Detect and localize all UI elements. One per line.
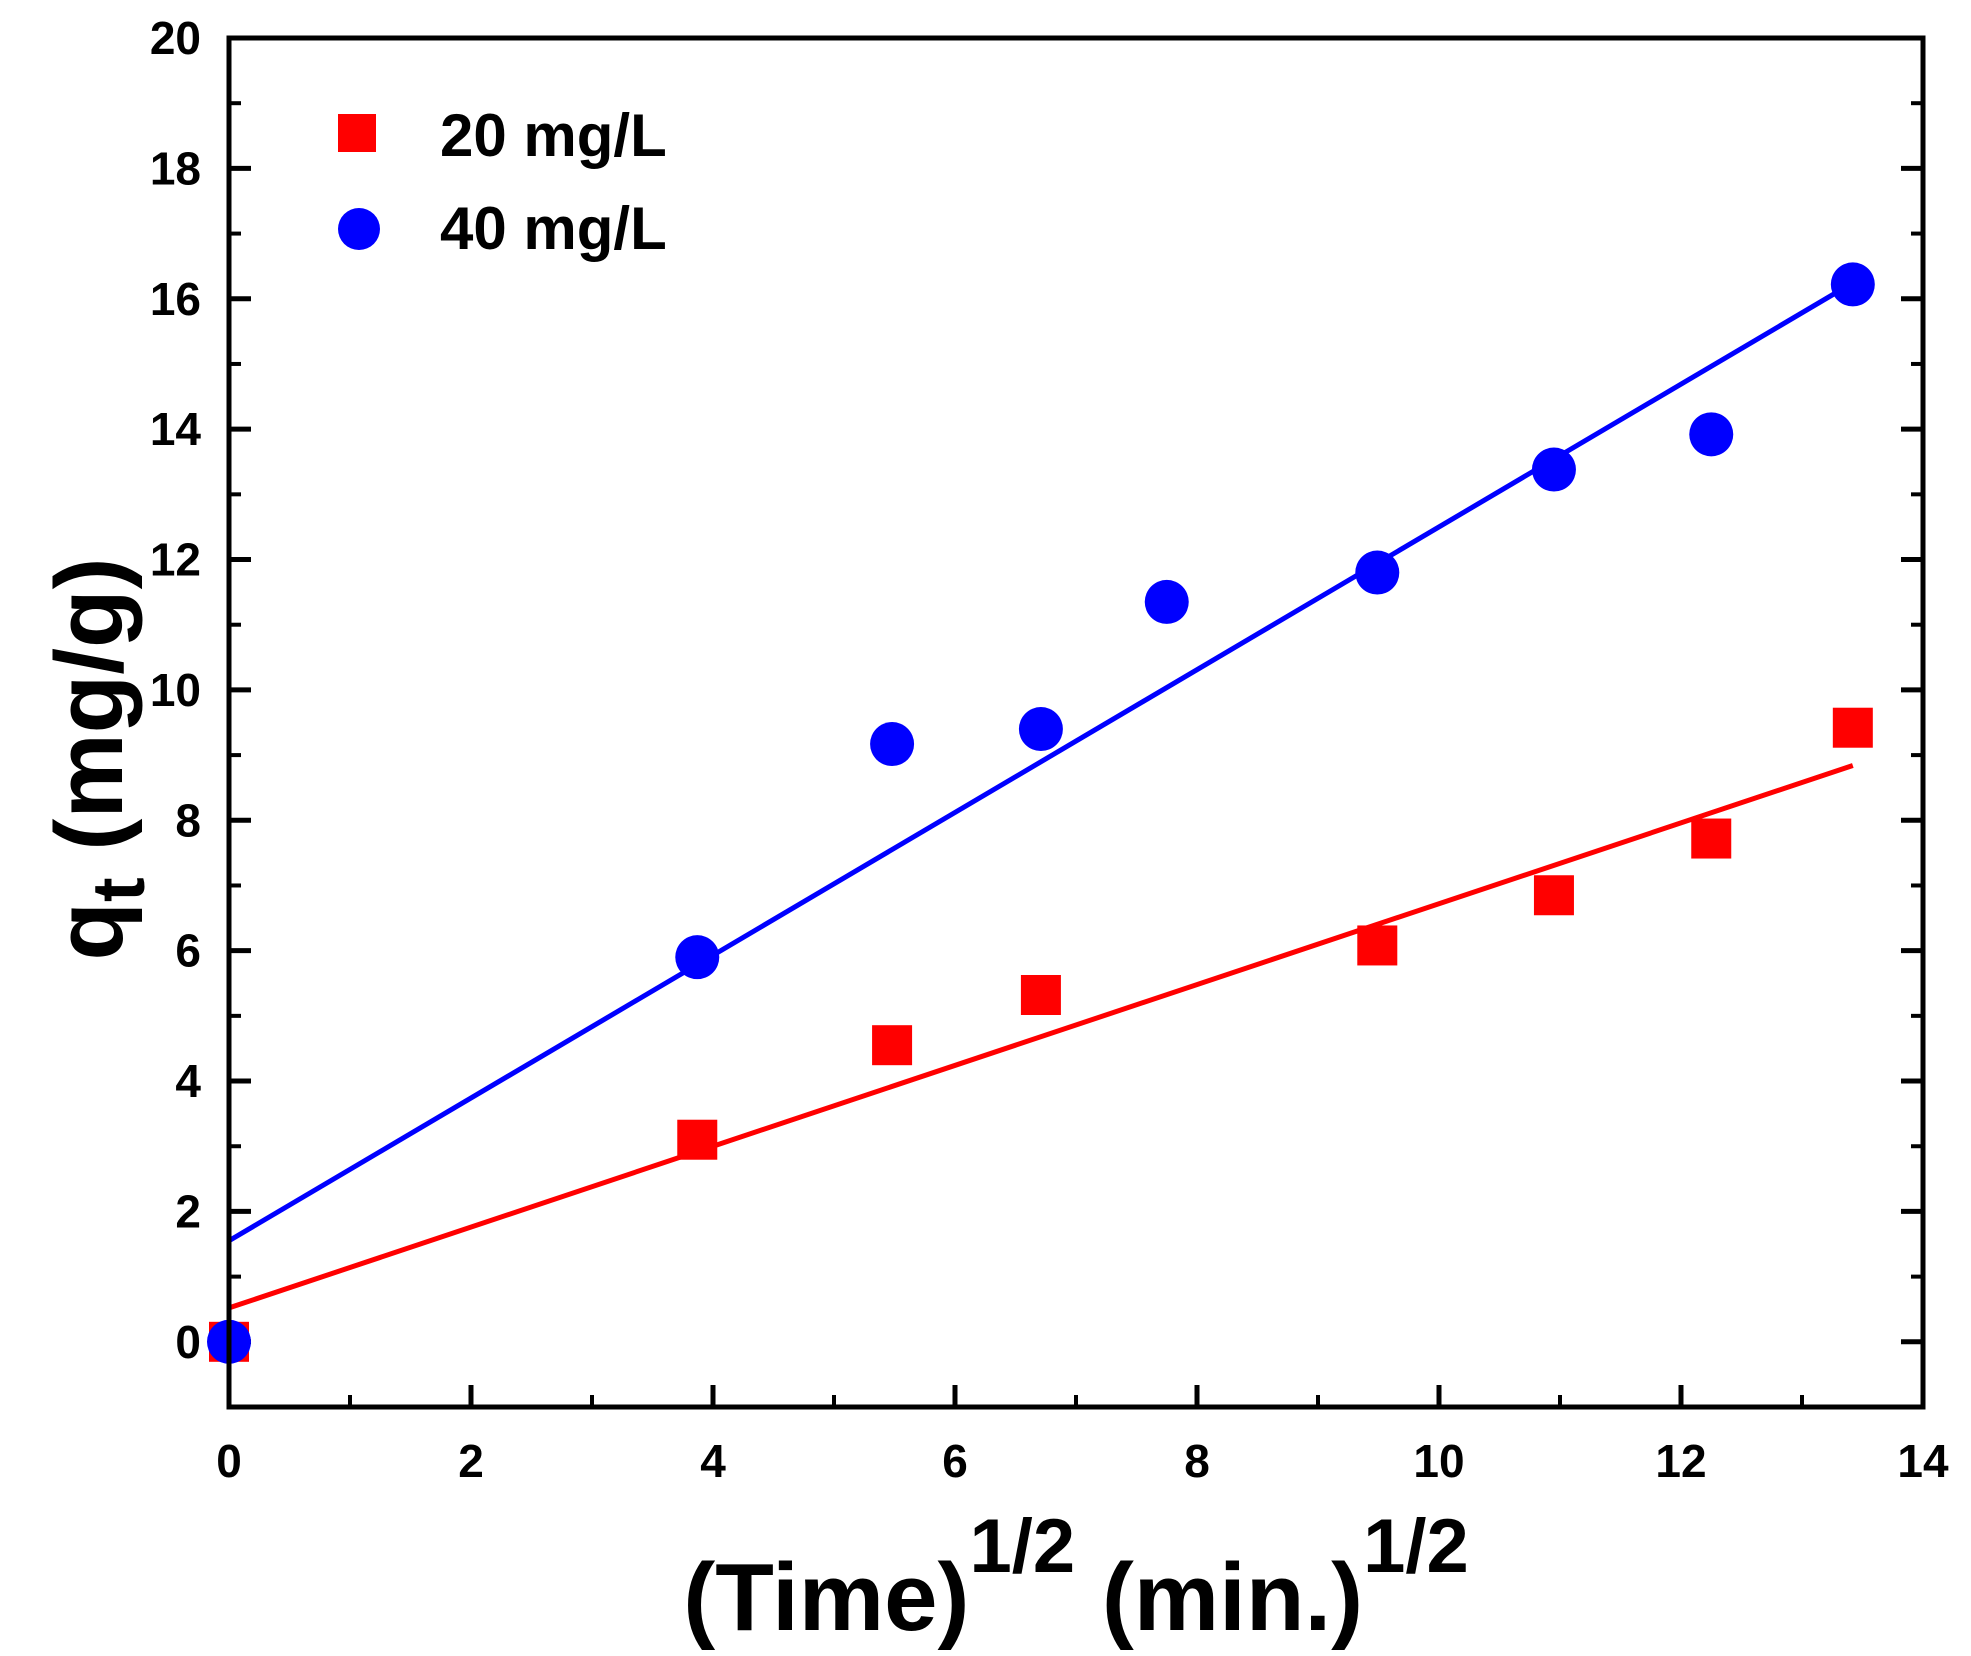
data-point-40-mg-l <box>675 935 720 980</box>
x-tick-label: 8 <box>1184 1435 1210 1487</box>
data-point-20-mg-l <box>677 1119 718 1160</box>
y-axis-title-main: q <box>36 902 143 961</box>
data-point-20-mg-l <box>1832 707 1873 748</box>
legend-marker-20-mg-l <box>338 114 376 152</box>
data-point-40-mg-l <box>1355 550 1400 595</box>
x-tick-label: 2 <box>458 1435 484 1487</box>
data-point-20-mg-l <box>1533 875 1574 916</box>
fit-line-20-mg-l <box>228 763 1854 1311</box>
y-axis-title: qt (mg/g) <box>36 557 160 960</box>
data-point-40-mg-l <box>870 722 915 767</box>
x-tick-label: 12 <box>1655 1435 1706 1487</box>
x-tick-label: 14 <box>1897 1435 1949 1487</box>
y-tick-label: 2 <box>175 1185 201 1237</box>
legend: 20 mg/L 40 mg/L <box>338 102 667 262</box>
legend-marker-40-mg-l <box>338 208 380 250</box>
x-tick-label: 6 <box>942 1435 968 1487</box>
data-point-40-mg-l <box>1689 412 1734 457</box>
fit-lines <box>227 280 1855 1311</box>
y-tick-label: 4 <box>175 1055 201 1107</box>
data-points <box>207 262 1875 1364</box>
data-point-40-mg-l <box>1531 447 1576 492</box>
y-tick-label: 16 <box>150 273 201 325</box>
x-tick-label: 10 <box>1413 1435 1464 1487</box>
legend-label-40-mg-l: 40 mg/L <box>440 195 667 262</box>
x-axis-title-superscript-1: 1/2 <box>970 1504 1076 1589</box>
x-axis-title-main: (Time) <box>683 1544 969 1651</box>
fit-line-40-mg-l <box>227 280 1855 1243</box>
y-tick-label: 10 <box>150 664 201 716</box>
legend-label-20-mg-l: 20 mg/L <box>440 102 667 169</box>
y-tick-label: 20 <box>150 12 201 64</box>
data-point-40-mg-l <box>1144 579 1189 624</box>
x-axis-title-superscript-2: 1/2 <box>1363 1504 1469 1589</box>
data-point-20-mg-l <box>1357 925 1398 966</box>
y-tick-label: 8 <box>175 794 201 846</box>
y-axis-title-subscript: t <box>77 877 160 902</box>
x-tick-label: 4 <box>700 1435 726 1487</box>
data-point-40-mg-l <box>1830 262 1875 307</box>
y-tick-label: 12 <box>150 534 201 586</box>
data-point-40-mg-l <box>1018 707 1063 752</box>
y-tick-label: 0 <box>175 1316 201 1368</box>
x-axis-ticks: 0 2 4 6 8 10 12 14 <box>216 1385 1949 1487</box>
y-tick-label: 14 <box>150 403 202 455</box>
plot-frame <box>226 35 1926 1410</box>
data-point-20-mg-l <box>1691 818 1732 859</box>
x-axis-title: (Time)1/2 (min.)1/2 <box>683 1504 1469 1651</box>
data-point-20-mg-l <box>872 1025 913 1066</box>
data-point-20-mg-l <box>1020 974 1061 1015</box>
y-tick-label: 18 <box>150 142 201 194</box>
x-tick-label: 0 <box>216 1435 242 1487</box>
x-axis-title-unit: (min.) <box>1075 1544 1363 1651</box>
y-axis-ticks: 0 2 4 6 8 10 12 14 16 18 20 <box>150 12 1923 1368</box>
y-tick-label: 6 <box>175 925 201 977</box>
y-axis-title-unit: (mg/g) <box>36 557 143 877</box>
